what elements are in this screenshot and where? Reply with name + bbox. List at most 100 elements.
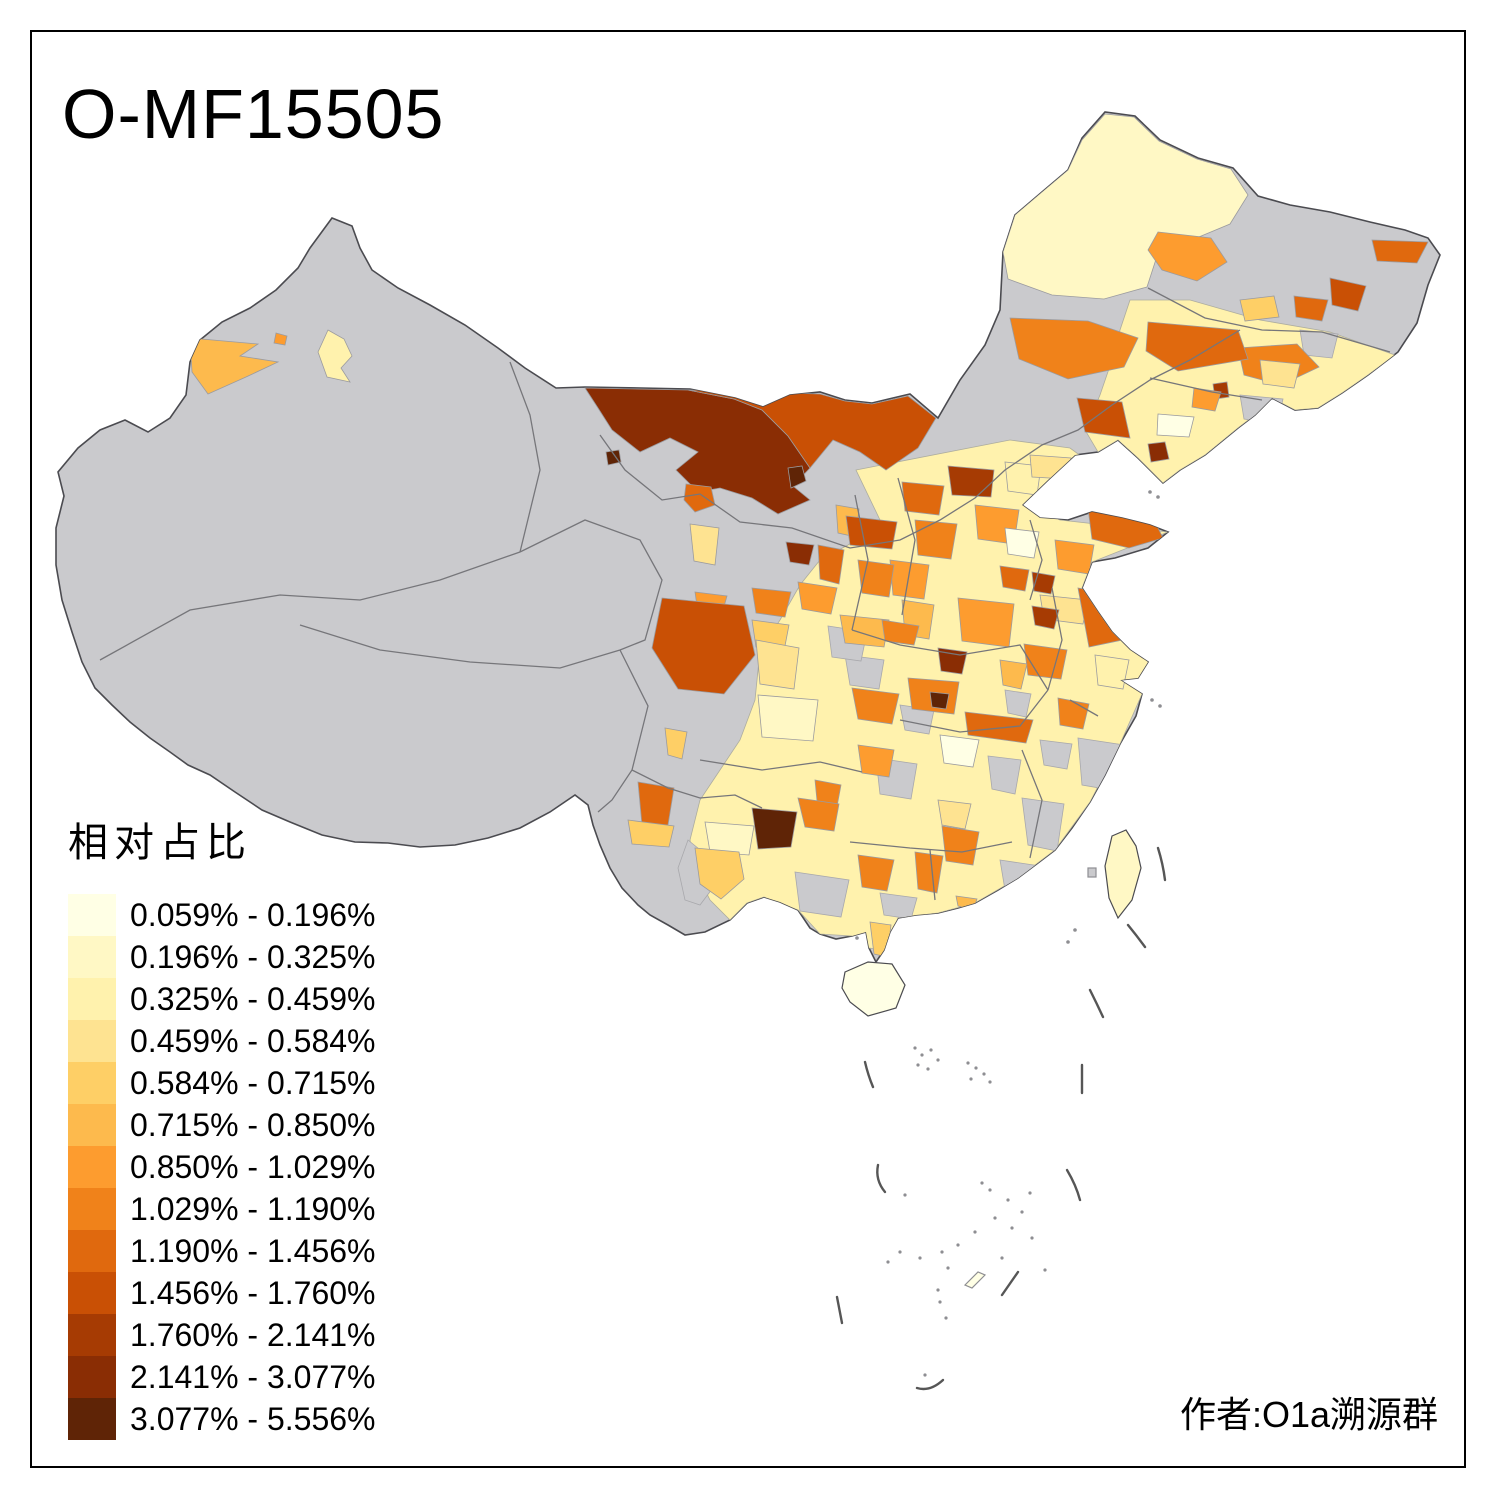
legend-row: 0.850% - 1.029% xyxy=(68,1146,376,1188)
legend-title: 相对占比 xyxy=(68,821,252,865)
legend-swatch xyxy=(68,936,116,978)
map-graphic xyxy=(99,551,521,661)
prefecture-region xyxy=(881,619,920,646)
legend-row: 1.760% - 2.141% xyxy=(68,1314,376,1356)
map-graphic xyxy=(1069,699,1099,717)
map-graphic xyxy=(1148,490,1152,494)
map-graphic xyxy=(886,1260,890,1264)
prefecture-region xyxy=(797,797,840,832)
map-graphic xyxy=(916,1063,920,1067)
map-graphic xyxy=(938,1300,942,1304)
legend-row: 2.141% - 3.077% xyxy=(68,1356,376,1398)
legend-row: 1.029% - 1.190% xyxy=(68,1188,376,1230)
prefecture-region xyxy=(1156,413,1195,438)
map-graphic xyxy=(1066,940,1070,944)
prefecture-region xyxy=(839,614,890,648)
map-graphic xyxy=(1073,928,1077,932)
legend-row: 0.584% - 0.715% xyxy=(68,1062,376,1104)
map-graphic xyxy=(969,1077,973,1081)
legend-swatch xyxy=(68,1314,116,1356)
prefecture-region xyxy=(999,659,1028,690)
prefecture-region xyxy=(751,807,798,850)
prefecture-region xyxy=(1239,295,1280,322)
islet-dots xyxy=(855,490,1162,1377)
prefecture-region xyxy=(937,799,972,830)
map-graphic xyxy=(899,689,1049,733)
map-graphic xyxy=(851,629,1049,691)
prefecture-region xyxy=(651,597,756,695)
prefecture-region xyxy=(627,819,675,848)
legend-swatch xyxy=(68,1062,116,1104)
province-borders xyxy=(99,287,1391,901)
legend-swatch xyxy=(68,1146,116,1188)
legend-label: 0.584% - 0.715% xyxy=(130,1065,376,1101)
legend-swatch xyxy=(68,1398,116,1440)
map-graphic xyxy=(988,1188,992,1192)
prefecture-region xyxy=(957,597,1015,648)
legend-rows: 0.059% - 0.196% 0.196% - 0.325% 0.325% - 0… xyxy=(68,894,376,1440)
legend-label: 0.196% - 0.325% xyxy=(130,939,376,975)
legend-swatch xyxy=(68,1020,116,1062)
prefecture-region xyxy=(929,691,950,710)
legend-row: 0.196% - 0.325% xyxy=(68,936,376,978)
prefecture-region xyxy=(851,687,900,725)
legend-row: 0.325% - 0.459% xyxy=(68,978,376,1020)
map-graphic xyxy=(844,654,885,690)
prefecture-region xyxy=(1029,454,1072,480)
legend-label: 0.715% - 0.850% xyxy=(130,1107,376,1143)
prefecture-region xyxy=(1145,321,1249,372)
map-graphic xyxy=(1030,1236,1034,1240)
prefecture-region xyxy=(757,694,819,742)
legend-label: 0.059% - 0.196% xyxy=(130,897,376,933)
prefecture-region xyxy=(939,734,980,768)
map-graphic xyxy=(1000,1270,1020,1297)
page-title: O-MF15505 xyxy=(62,75,445,153)
prefecture-region xyxy=(273,332,288,346)
map-graphic xyxy=(855,936,859,940)
prefecture-region xyxy=(694,847,745,900)
map-graphic xyxy=(1047,587,1063,691)
prefecture-region xyxy=(755,639,800,690)
prefecture-region xyxy=(1031,605,1060,630)
legend-label: 1.760% - 2.141% xyxy=(130,1317,376,1353)
map-graphic xyxy=(936,1058,940,1062)
legend-label: 1.190% - 1.456% xyxy=(130,1233,376,1269)
map-graphic xyxy=(940,1250,944,1254)
legend-swatch xyxy=(68,1356,116,1398)
map-graphic xyxy=(1156,495,1160,499)
map-graphic xyxy=(794,871,850,918)
prefecture-region xyxy=(687,389,937,471)
map-graphic xyxy=(599,329,1241,549)
prefecture-region xyxy=(1076,397,1131,439)
prefecture-region xyxy=(1293,295,1329,322)
map-graphic xyxy=(1150,698,1154,702)
map-graphic xyxy=(966,1061,970,1065)
legend-label: 0.325% - 0.459% xyxy=(130,981,376,1017)
attribution: 作者:O1a溯源群 xyxy=(1179,1394,1438,1435)
map-graphic xyxy=(1000,1256,1004,1260)
prefecture-region xyxy=(1009,317,1139,380)
legend-row: 1.190% - 1.456% xyxy=(68,1230,376,1272)
map-graphic xyxy=(988,1080,992,1084)
legend-swatch xyxy=(68,1104,116,1146)
prefecture-region xyxy=(1002,113,1249,300)
prefecture-region xyxy=(785,541,815,566)
prefecture-region xyxy=(1371,239,1429,264)
map-graphic xyxy=(946,1266,950,1270)
map-graphic xyxy=(699,759,863,773)
prefecture-region xyxy=(914,851,944,894)
legend-swatch xyxy=(68,894,116,936)
map-graphic xyxy=(944,1316,948,1320)
prefecture-region xyxy=(704,821,755,856)
legend-swatch xyxy=(68,1188,116,1230)
map-graphic xyxy=(1020,1210,1024,1214)
legend-label: 0.459% - 0.584% xyxy=(130,1023,376,1059)
legend-label: 3.077% - 5.556% xyxy=(130,1401,376,1437)
legend-row: 0.059% - 0.196% xyxy=(68,894,376,936)
penghu-islet xyxy=(1087,867,1097,878)
map-graphic xyxy=(1065,1168,1082,1202)
map-graphic xyxy=(1043,1268,1047,1272)
map-graphic xyxy=(920,1053,924,1057)
